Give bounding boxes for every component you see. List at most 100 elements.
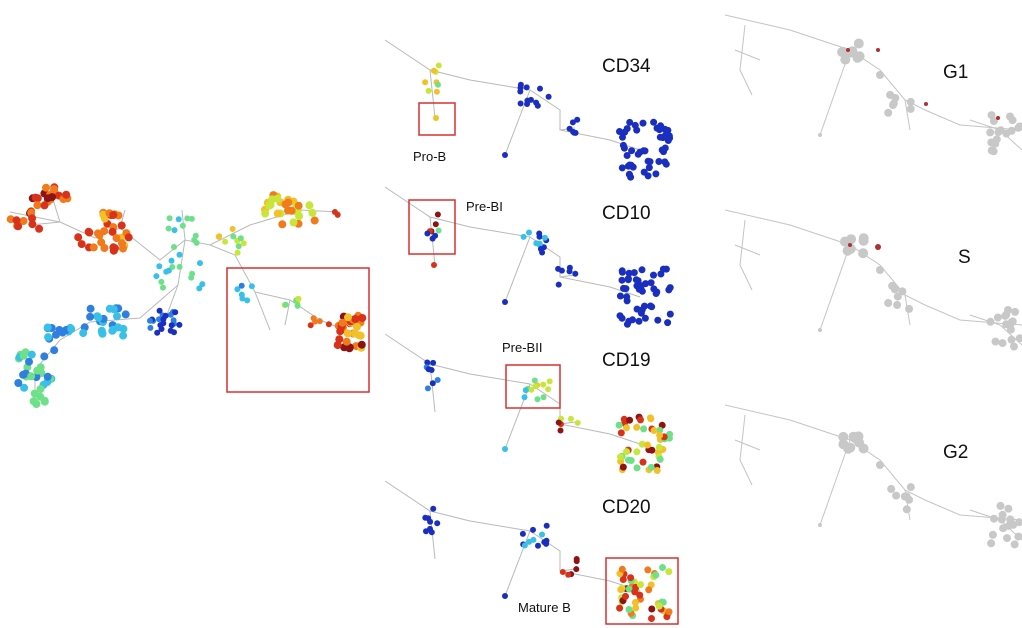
- tree-node: [1011, 307, 1020, 316]
- tree-node: [654, 316, 662, 324]
- tree-node: [987, 539, 996, 548]
- tree-node: [884, 108, 893, 117]
- tree-node: [19, 217, 28, 225]
- tree-edge: [9, 209, 341, 261]
- tree-node: [555, 281, 562, 288]
- tree-node: [234, 286, 241, 293]
- tree-node: [647, 279, 655, 287]
- tree-edge: [734, 244, 761, 256]
- tree-node: [184, 215, 191, 222]
- tree-node: [661, 125, 669, 133]
- tree-node: [517, 84, 524, 91]
- tree-node: [664, 319, 672, 327]
- tree-node: [168, 257, 175, 264]
- tree-node: [44, 333, 53, 342]
- tree-node: [40, 352, 49, 361]
- tree-node: [431, 262, 437, 268]
- tree-node: [325, 321, 332, 328]
- tree-node: [519, 530, 526, 537]
- tree-node: [113, 312, 121, 321]
- tree-node: [617, 586, 625, 594]
- label-cd10: CD10: [602, 203, 651, 224]
- stage-label-pre-bi: Pre-BI: [466, 199, 503, 214]
- tree-node: [294, 201, 303, 210]
- tree-node: [429, 380, 436, 387]
- tree-node: [539, 531, 545, 538]
- tree-node: [574, 419, 581, 426]
- tree-node: [988, 530, 997, 539]
- tree-node: [990, 514, 998, 523]
- tree-node: [284, 198, 293, 207]
- tree-node: [650, 118, 658, 126]
- tree-node: [62, 190, 71, 199]
- tree-node: [160, 284, 166, 291]
- tree-node: [342, 337, 351, 346]
- tree-node: [617, 429, 625, 437]
- tree-node: [887, 484, 896, 493]
- tree-edge: [384, 333, 641, 445]
- tree-node: [433, 88, 440, 95]
- tree-node: [310, 315, 317, 322]
- tree-node: [42, 183, 50, 192]
- tree-node: [540, 394, 547, 401]
- tree-node: [644, 157, 652, 165]
- tree-edge: [739, 219, 753, 291]
- tree-node: [545, 386, 552, 393]
- tree-node: [623, 448, 630, 456]
- highlight-box-pre-bii: [505, 364, 561, 409]
- tree-node: [333, 341, 342, 350]
- tree-node: [197, 260, 203, 267]
- tree-node: [166, 215, 173, 222]
- tree-node: [642, 280, 650, 288]
- marker-panel-2: [384, 186, 674, 328]
- tree-node: [43, 372, 52, 381]
- tree-node: [628, 147, 636, 155]
- tree-node: [634, 150, 642, 158]
- tree-edge: [284, 299, 291, 326]
- tree-node: [244, 297, 251, 304]
- tree-edge: [254, 291, 271, 331]
- tree-edge: [819, 244, 851, 331]
- tree-node: [535, 542, 541, 549]
- tree-node: [238, 282, 245, 289]
- tree-node: [662, 265, 670, 273]
- tree-node: [1007, 335, 1016, 344]
- tree-node: [997, 515, 1006, 524]
- tree-node: [541, 234, 548, 241]
- tree-node: [656, 455, 664, 463]
- tree-node: [156, 307, 163, 314]
- cycle-panel-3: [724, 404, 1022, 549]
- tree-node: [526, 538, 533, 545]
- tree-node: [644, 441, 651, 449]
- tree-node: [637, 416, 644, 424]
- tree-node: [238, 291, 245, 298]
- tree-node: [32, 400, 41, 408]
- tree-node: [569, 119, 576, 126]
- tree-node: [615, 421, 623, 429]
- tree-node: [619, 576, 627, 583]
- tree-node: [998, 339, 1007, 348]
- tree-node: [521, 394, 528, 401]
- tree-node: [179, 222, 186, 229]
- tree-node: [650, 427, 658, 434]
- tree-node: [618, 164, 626, 172]
- tree-node: [987, 111, 996, 120]
- tree-node: [618, 565, 626, 573]
- tree-node: [79, 329, 88, 338]
- tree-node: [1014, 123, 1022, 132]
- tree-node: [641, 147, 649, 155]
- tree-node: [620, 144, 628, 152]
- tree-node: [530, 526, 536, 533]
- tree-node: [235, 243, 242, 250]
- tree-node: [336, 327, 345, 336]
- tree-node: [1006, 325, 1015, 334]
- tree-node: [884, 299, 893, 307]
- tree-node: [837, 47, 848, 58]
- tree-node: [89, 243, 98, 252]
- tree-node: [626, 416, 634, 424]
- tree-edge: [819, 439, 851, 526]
- tree-node: [621, 128, 629, 136]
- tree-node: [50, 185, 59, 194]
- tree-node: [541, 539, 548, 546]
- tree-node: [620, 415, 628, 423]
